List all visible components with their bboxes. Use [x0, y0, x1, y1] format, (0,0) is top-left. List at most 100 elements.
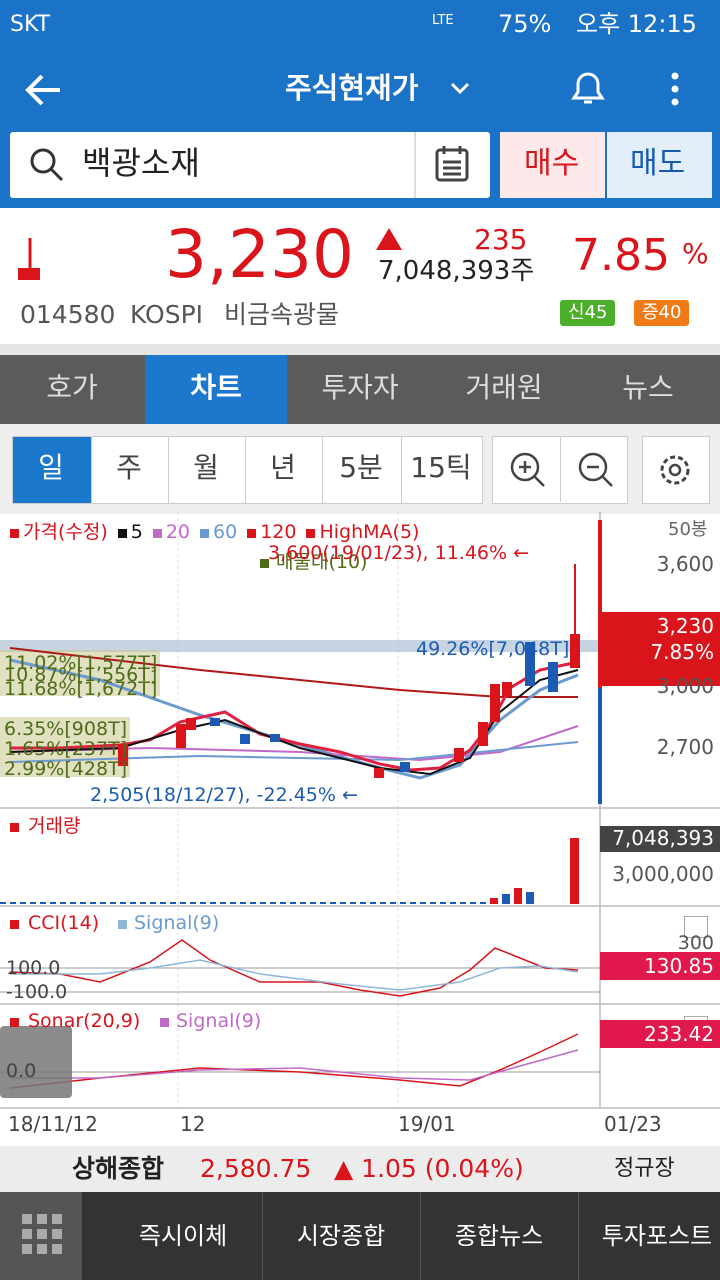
panel-title: CCI(14) [28, 912, 100, 934]
cci-axis-label: 100.0 [6, 957, 61, 979]
back-button[interactable] [24, 70, 64, 110]
volume-axis-label: 3,000,000 [612, 862, 714, 886]
search-box[interactable] [10, 132, 490, 198]
ticker-bar[interactable] [0, 1146, 720, 1192]
zoom-in[interactable] [508, 450, 548, 490]
close-indicator[interactable] [684, 916, 708, 938]
nav-item[interactable]: 즉시이체 [138, 1222, 228, 1250]
nav-item[interactable]: 종합뉴스 [454, 1222, 544, 1250]
nav-divider [420, 1192, 421, 1280]
tab[interactable]: 차트 [190, 371, 242, 404]
rotate-button[interactable] [0, 1026, 72, 1098]
margin-badge: 증40 [634, 300, 690, 326]
period-label: 월 [193, 451, 219, 484]
active-tab [145, 355, 287, 424]
period-button[interactable] [12, 436, 92, 504]
date-label: 12 [180, 1112, 206, 1136]
sonar-current: 233.42 [644, 1022, 714, 1046]
period-label: 주 [116, 451, 142, 484]
period-button[interactable] [401, 436, 483, 504]
chart-canvas [0, 512, 720, 1109]
period-label: 년 [270, 451, 296, 484]
stock-code: 014580 [20, 300, 116, 329]
network: LTE [432, 13, 454, 28]
tab[interactable]: 호가 [46, 371, 98, 404]
legend-swatch [152, 529, 162, 538]
volume-current: 7,048,393 [612, 826, 714, 850]
calendar-icon[interactable] [432, 144, 472, 184]
index-change: ▲ 1.05 (0.04%) [334, 1154, 524, 1183]
period-label: 5분 [339, 451, 383, 484]
tab-bar [0, 355, 720, 424]
panel-title: Signal(9) [134, 912, 220, 934]
nav-item[interactable]: 투자포스트 [601, 1222, 713, 1250]
bar-count: 50봉 [668, 519, 708, 540]
price-axis-label: 3,000 [656, 674, 714, 698]
buy-button[interactable] [500, 132, 605, 198]
legend-label: 120 [260, 521, 297, 543]
low-annotation: 2,505(18/12/27), -22.45% ← [90, 784, 358, 806]
menu-icon[interactable] [665, 70, 685, 110]
index-name: 상해종합 [72, 1154, 165, 1183]
price-change: 235 [474, 223, 528, 256]
legend-label: 60 [213, 521, 238, 543]
header-title[interactable]: 주식현재가 [285, 71, 419, 105]
up-arrow [376, 228, 402, 250]
change-rate: 7.85 [572, 230, 670, 281]
clock: 오후 12:15 [576, 10, 697, 38]
bottom-nav [0, 1192, 720, 1280]
legend-swatch [200, 529, 210, 538]
zoom-out[interactable] [576, 450, 616, 490]
sell-button[interactable] [607, 132, 712, 198]
volume: 7,048,393주 [378, 256, 535, 286]
legend-label: 가격(수정) [23, 521, 108, 543]
search-icon [30, 148, 64, 182]
settings-icon [660, 455, 690, 485]
profile-label: 6.35%[908T] [4, 718, 128, 740]
cci-current: 130.85 [644, 954, 714, 978]
tab[interactable]: 투자자 [321, 371, 399, 404]
separator [0, 344, 720, 355]
date-label: 19/01 [398, 1112, 456, 1136]
legend-swatch [10, 529, 19, 538]
current-rate-label: 7.85% [650, 640, 714, 664]
sonar-tag [600, 1020, 720, 1048]
period-button[interactable] [168, 436, 246, 504]
legend-label: 매물대(10) [276, 551, 368, 573]
limit-icon [18, 238, 40, 280]
panel-title: Signal(9) [176, 1010, 262, 1032]
tab[interactable]: 뉴스 [622, 371, 674, 404]
legend-label: 5 [130, 521, 143, 543]
profile-label: 1.65%[237T] [4, 738, 128, 760]
nav-divider [578, 1192, 579, 1280]
settings-button[interactable] [642, 436, 710, 504]
cci-axis-label: 300 [677, 932, 714, 954]
current-price: 3,230 [165, 216, 354, 293]
sonar-axis-label: 0.0 [6, 1060, 37, 1082]
profile-label: 49.26%[7,048T] [416, 638, 570, 660]
cci-axis-label: -100.0 [6, 981, 68, 1003]
market: KOSPI [130, 300, 204, 329]
profile-label: 11.02%[1,577T] [4, 652, 158, 674]
search-text: 백광소재 [82, 144, 200, 182]
credit-badge: 신45 [560, 300, 616, 326]
nav-divider [262, 1192, 263, 1280]
battery: 75% [498, 10, 552, 38]
legend-swatch [117, 529, 127, 538]
divider [560, 436, 561, 502]
legend-label: HighMA(5) [319, 521, 420, 543]
legend-swatch [10, 823, 19, 832]
sector: 비금속광물 [224, 300, 340, 329]
nav-item[interactable]: 시장종합 [296, 1222, 386, 1250]
index-value: 2,580.75 [200, 1154, 312, 1183]
legend-swatch [10, 1018, 19, 1027]
legend-swatch [306, 529, 316, 538]
alarm-icon[interactable] [566, 68, 610, 108]
profile-label: 11.68%[1,672T] [4, 678, 158, 700]
period-button[interactable] [322, 436, 402, 504]
price-axis-label: 2,700 [656, 735, 714, 759]
tab[interactable]: 거래원 [465, 371, 543, 404]
dropdown-icon[interactable] [448, 78, 472, 98]
cci-tag [600, 952, 720, 980]
